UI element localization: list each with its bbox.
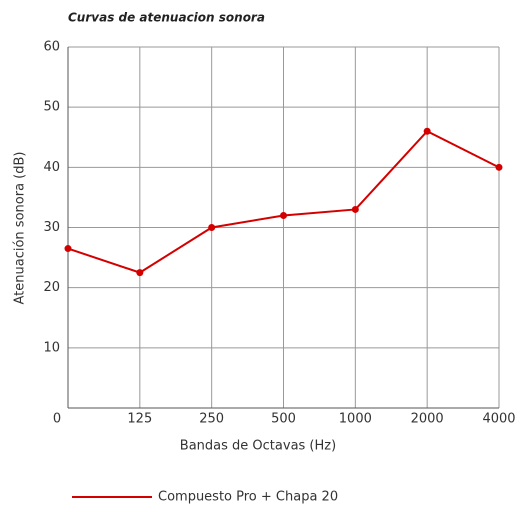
data-point (351, 205, 359, 213)
data-point (423, 127, 431, 135)
x-tick-label: 2000 (411, 412, 444, 427)
data-point (280, 211, 287, 219)
chart-title: Curvas de atenuacion sonora (68, 11, 265, 25)
y-tick-label: 30 (43, 220, 60, 235)
x-tick-label: 500 (271, 412, 296, 427)
x-tick-label: 1000 (339, 412, 372, 427)
y-tick-label: 50 (43, 100, 60, 115)
data-point (136, 269, 144, 277)
y-axis-label: Atenuación sonora (dB) (13, 152, 28, 305)
x-tick-label: 250 (199, 412, 224, 427)
data-point (495, 163, 503, 171)
y-tick-label: 10 (43, 340, 60, 355)
x-tick-label: 125 (127, 412, 152, 427)
x-tick-label: 0 (53, 412, 61, 427)
y-tick-label: 60 (43, 40, 60, 55)
data-point (208, 224, 216, 231)
x-axis-label: Bandas de Octavas (Hz) (180, 439, 336, 454)
data-point (64, 245, 72, 253)
x-tick-label: 4000 (482, 412, 515, 427)
y-tick-label: 20 (43, 280, 60, 295)
y-tick-label: 40 (43, 160, 60, 175)
legend-label: Compuesto Pro + Chapa 20 (158, 490, 338, 505)
